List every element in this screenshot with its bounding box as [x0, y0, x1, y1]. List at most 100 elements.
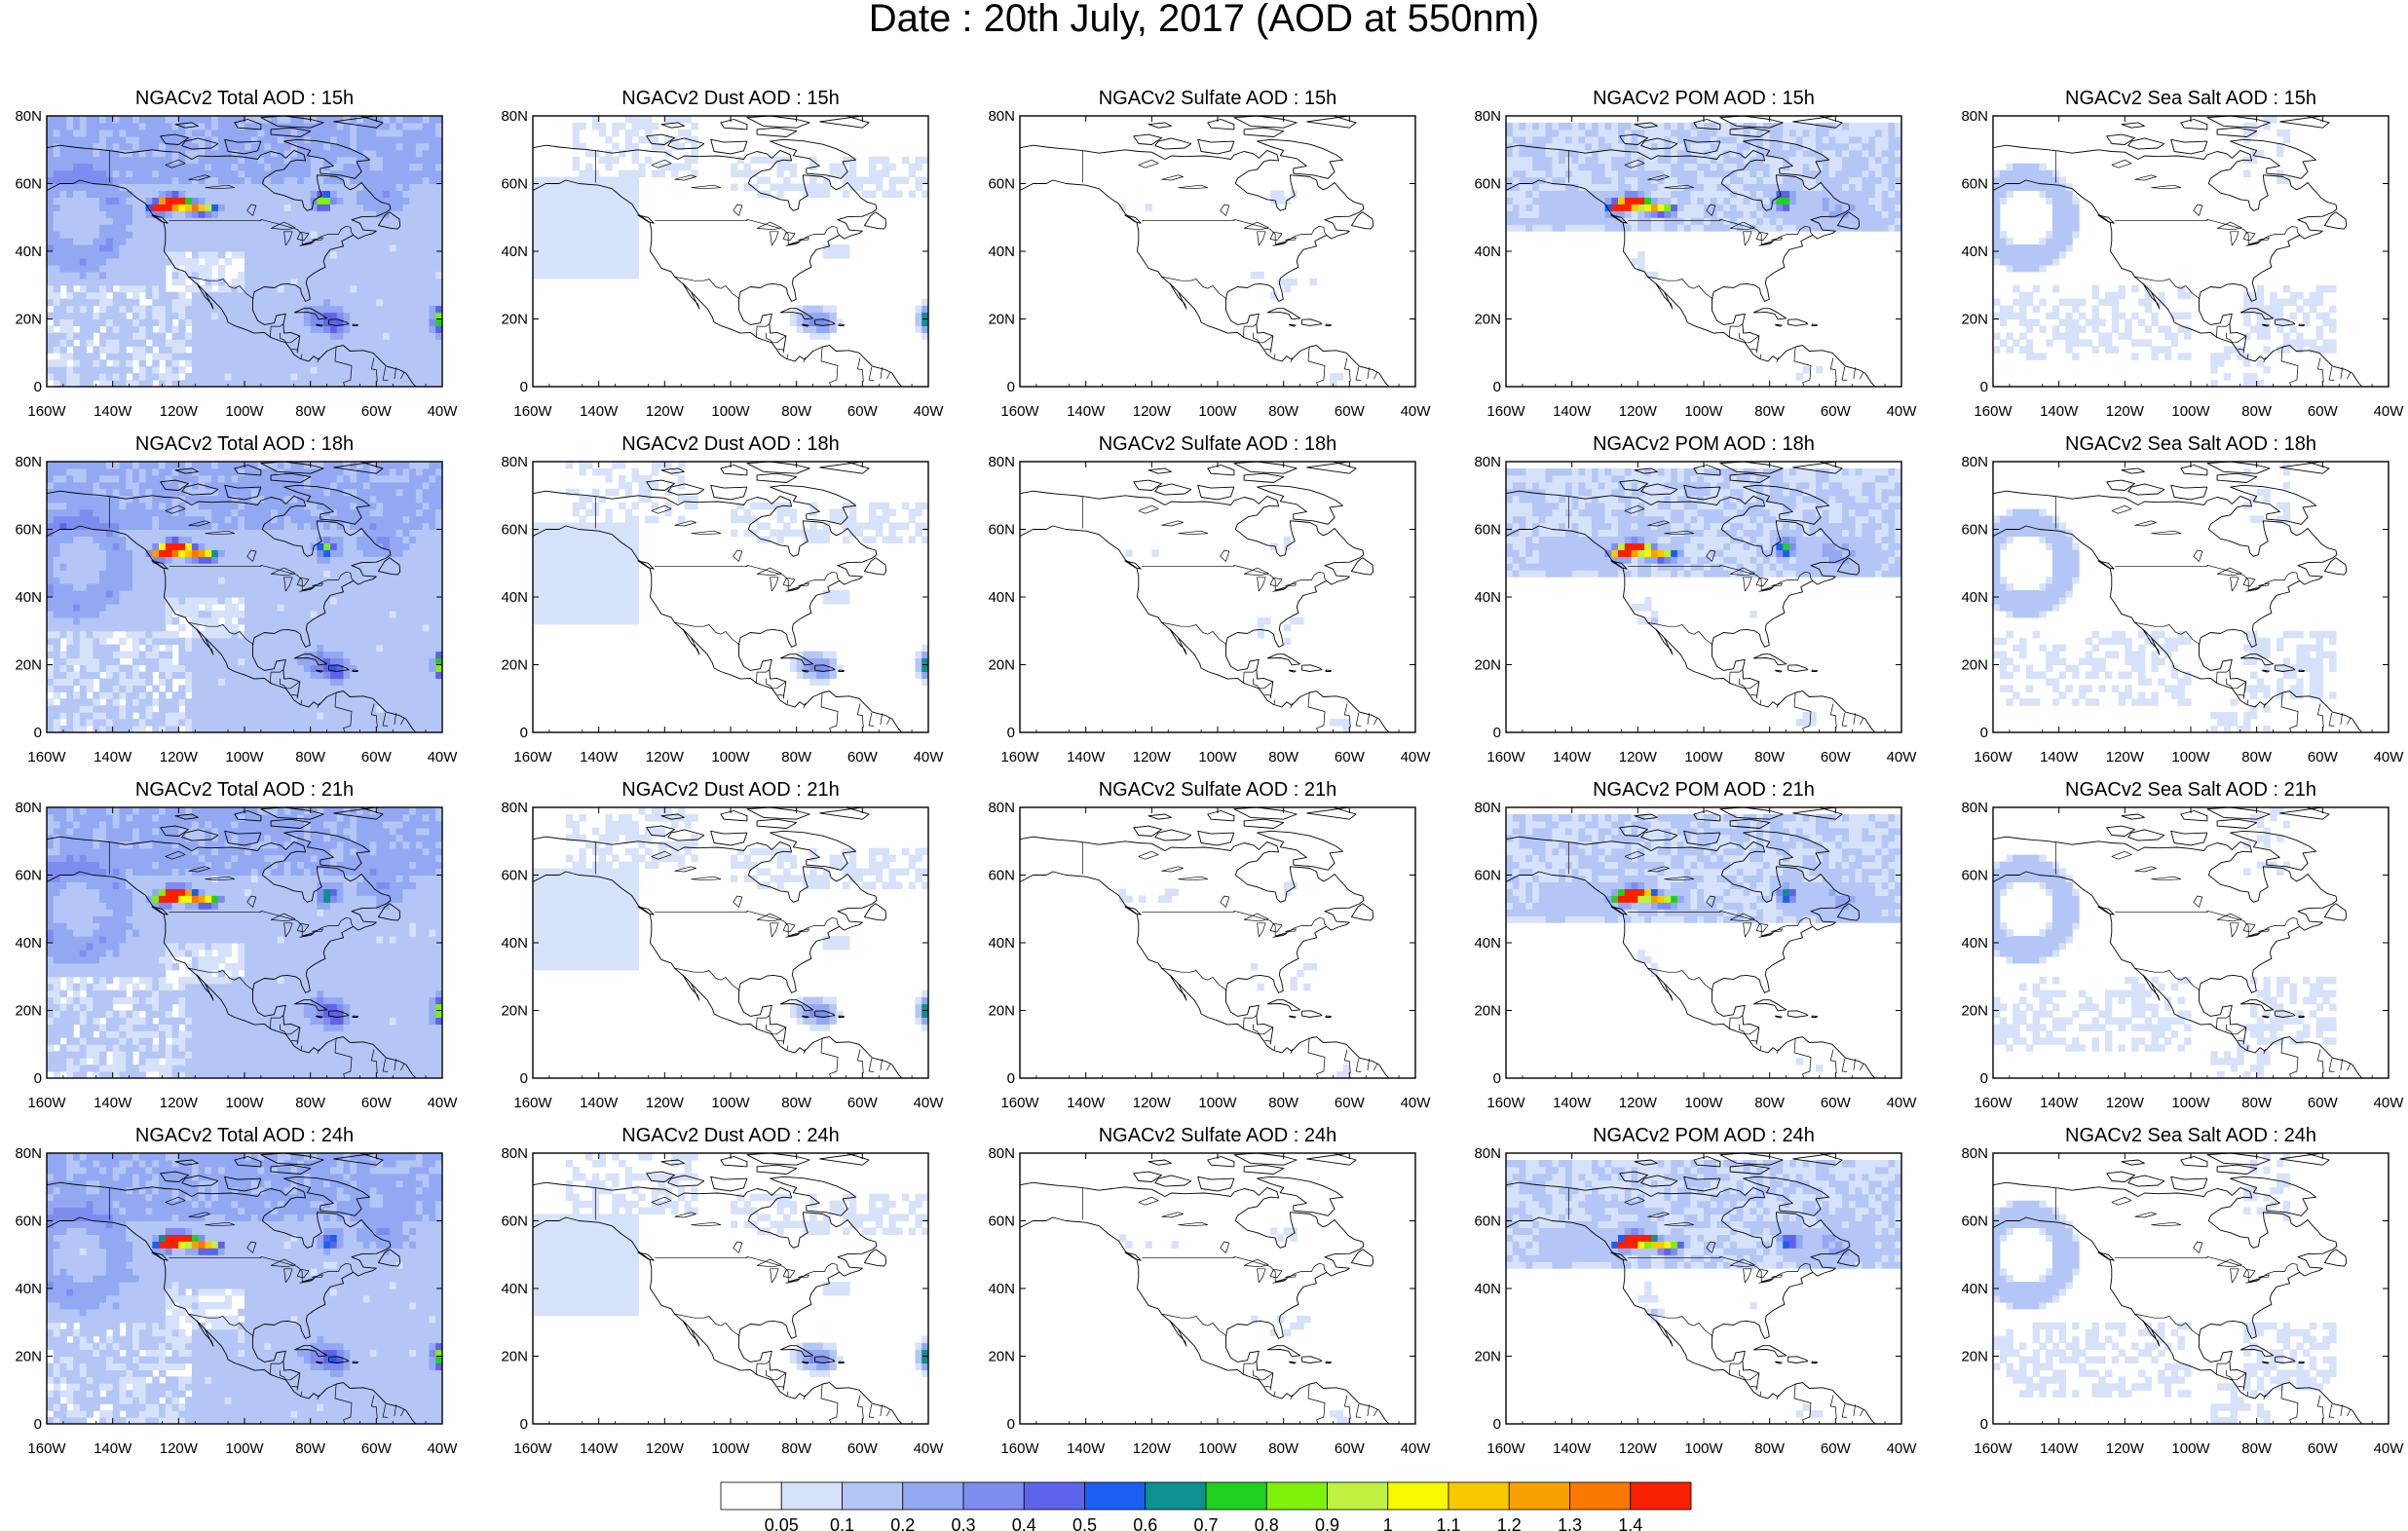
colorbar-label: 1 [1383, 1515, 1393, 1531]
aod-field [1020, 462, 1415, 732]
aod-field [1506, 116, 1901, 387]
x-tick-label: 40W [2374, 1095, 2405, 1111]
y-tick-label: 40N [1961, 589, 1988, 606]
map-panel-dust-2: NGACv2 Dust AOD : 21h 160W 140W 120W 100W 80W… [501, 779, 944, 1111]
x-tick-label: 140W [94, 403, 132, 420]
colorbar-label: 0.1 [830, 1515, 854, 1531]
y-tick-label: 0 [1980, 379, 1988, 395]
y-tick-label: 20N [1961, 1349, 1988, 1365]
y-tick-label: 0 [520, 725, 528, 741]
x-tick-label: 60W [361, 1440, 393, 1457]
map-panel-total-2: NGACv2 Total AOD : 21h 160W 140W 120W 100W 80… [15, 779, 458, 1111]
colorbar-label: 1.4 [1618, 1515, 1642, 1531]
colorbar-swatch [1387, 1481, 1449, 1511]
x-tick-label: 80W [781, 749, 812, 766]
x-tick-label: 60W [847, 1095, 879, 1111]
y-tick-label: 40N [1961, 243, 1988, 260]
y-tick-label: 60N [988, 1214, 1015, 1230]
aod-field [1020, 1153, 1415, 1424]
x-tick-label: 120W [160, 1095, 199, 1111]
y-tick-label: 20N [501, 1349, 528, 1365]
y-tick-label: 0 [1980, 1416, 1988, 1433]
x-tick-label: 40W [428, 749, 459, 766]
colorbar-swatch [962, 1481, 1025, 1511]
x-tick-label: 140W [1067, 1095, 1106, 1111]
x-tick-label: 80W [295, 403, 326, 420]
x-tick-label: 100W [1684, 403, 1723, 420]
y-tick-label: 80N [988, 1145, 1015, 1162]
x-tick-label: 80W [295, 1440, 326, 1457]
y-tick-label: 80N [501, 108, 528, 125]
x-tick-label: 100W [1198, 1095, 1237, 1111]
y-tick-label: 80N [501, 1145, 528, 1162]
y-tick-label: 20N [1474, 1349, 1501, 1365]
x-tick-label: 140W [2040, 1095, 2079, 1111]
panel-title: NGACv2 Dust AOD : 21h [621, 779, 839, 801]
y-tick-label: 80N [1961, 800, 1988, 816]
map-panel-sulfate-2: NGACv2 Sulfate AOD : 21h 160W 140W 120W 100W… [988, 779, 1431, 1111]
x-tick-label: 120W [1619, 749, 1658, 766]
x-tick-label: 80W [2241, 1095, 2273, 1111]
y-tick-label: 60N [501, 176, 528, 193]
y-tick-label: 0 [1980, 1070, 1988, 1087]
y-tick-label: 0 [520, 1070, 528, 1087]
x-tick-label: 140W [2040, 749, 2079, 766]
panel-title: NGACv2 Sulfate AOD : 24h [1099, 1125, 1337, 1146]
map-panel-seasalt-3: NGACv2 Sea Salt AOD : 24h 160W 140W 120W 100… [1961, 1125, 2404, 1457]
coastlines [1506, 462, 1876, 732]
aod-field [1993, 116, 2389, 387]
colorbar-label: 0.05 [765, 1515, 799, 1531]
x-tick-label: 40W [914, 403, 945, 420]
x-tick-label: 60W [1335, 749, 1366, 766]
x-tick-label: 80W [2241, 749, 2273, 766]
colorbar-swatch [780, 1481, 843, 1511]
y-tick-label: 20N [1961, 312, 1988, 328]
y-tick-label: 40N [15, 1281, 42, 1297]
x-tick-label: 100W [2171, 403, 2210, 420]
aod-field [1993, 462, 2389, 732]
x-tick-label: 160W [1974, 1095, 2013, 1111]
aod-field [533, 807, 928, 1078]
y-tick-label: 20N [15, 312, 42, 328]
y-tick-label: 40N [15, 243, 42, 260]
x-tick-label: 120W [1133, 403, 1172, 420]
x-tick-label: 40W [1887, 749, 1918, 766]
y-tick-label: 80N [1961, 454, 1988, 470]
aod-field [47, 116, 442, 387]
colorbar-label: 1.1 [1436, 1515, 1460, 1531]
y-tick-label: 80N [988, 454, 1015, 470]
colorbar-swatch [1569, 1481, 1632, 1511]
x-tick-label: 120W [646, 1095, 685, 1111]
y-tick-label: 60N [501, 522, 528, 539]
x-tick-label: 140W [580, 1440, 619, 1457]
colorbar-swatch [902, 1481, 964, 1511]
x-tick-label: 100W [711, 1095, 750, 1111]
y-tick-label: 0 [1007, 1416, 1015, 1433]
y-tick-label: 60N [501, 868, 528, 884]
colorbar-swatch [1145, 1481, 1207, 1511]
y-tick-label: 60N [1474, 176, 1501, 193]
panel-title: NGACv2 Total AOD : 18h [135, 433, 354, 455]
colorbar-swatch [1508, 1481, 1570, 1511]
y-tick-label: 0 [520, 1416, 528, 1433]
x-tick-label: 140W [1553, 403, 1592, 420]
x-tick-label: 140W [94, 749, 132, 766]
x-tick-label: 160W [27, 403, 66, 420]
x-tick-label: 140W [1553, 1095, 1592, 1111]
x-tick-label: 60W [1821, 749, 1852, 766]
y-tick-label: 0 [1007, 725, 1015, 741]
x-tick-label: 100W [225, 1440, 264, 1457]
aod-field [1993, 807, 2389, 1078]
x-tick-label: 100W [2171, 749, 2210, 766]
x-tick-label: 100W [225, 403, 264, 420]
x-tick-label: 160W [27, 1440, 66, 1457]
aod-field [1506, 807, 1901, 1078]
x-tick-label: 100W [1684, 749, 1723, 766]
coastlines [1993, 1153, 2363, 1424]
y-tick-label: 60N [988, 868, 1015, 884]
x-tick-label: 60W [361, 749, 393, 766]
x-tick-label: 80W [781, 1095, 812, 1111]
x-tick-label: 60W [361, 1095, 393, 1111]
y-tick-label: 40N [15, 935, 42, 952]
